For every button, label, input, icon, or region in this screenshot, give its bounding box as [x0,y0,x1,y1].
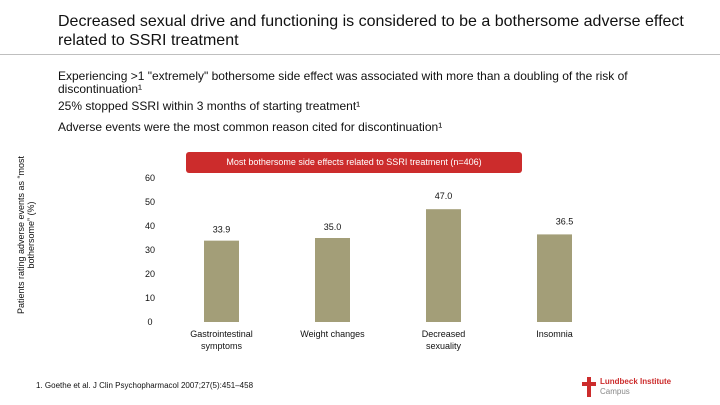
x-tick-label: Weight changes [300,329,365,339]
bullet-stopped-ssri: 25% stopped SSRI within 3 months of star… [58,99,361,113]
x-tick-label: Gastrointestinal [190,329,253,339]
logo-subtitle: Campus [600,387,630,396]
bar [426,209,461,322]
y-tick-label: 40 [145,221,155,231]
bar [315,238,350,322]
bar-value-label: 33.9 [213,225,231,235]
bar-value-label: 47.0 [435,191,453,201]
y-tick-label: 30 [145,245,155,255]
y-tick-label: 60 [145,173,155,183]
bullet-discontinuation-risk: Experiencing >1 "extremely" bothersome s… [58,69,628,96]
bar [537,234,572,322]
logo-name: Lundbeck Institute [600,377,672,386]
y-tick-label: 10 [145,293,155,303]
bar-value-label: 35.0 [324,222,342,232]
bar-value-label: 36.5 [556,216,574,226]
title-divider [0,54,720,55]
x-tick-label: sexuality [426,341,462,351]
lundbeck-logo-icon [582,377,596,397]
x-tick-label: Insomnia [536,329,573,339]
y-tick-label: 20 [145,269,155,279]
lundbeck-logo: Lundbeck Institute Campus [582,375,702,401]
y-tick-label: 50 [145,197,155,207]
bar [204,240,239,322]
y-tick-label: 0 [147,317,152,327]
slide-title: Decreased sexual drive and functioning i… [58,13,684,49]
bullet-adverse-events: Adverse events were the most common reas… [58,120,443,134]
x-tick-label: symptoms [201,341,243,351]
footnote: 1. Goethe et al. J Clin Psychopharmacol … [36,381,254,390]
x-tick-label: Decreased [422,329,466,339]
chart-title: Most bothersome side effects related to … [186,152,522,173]
